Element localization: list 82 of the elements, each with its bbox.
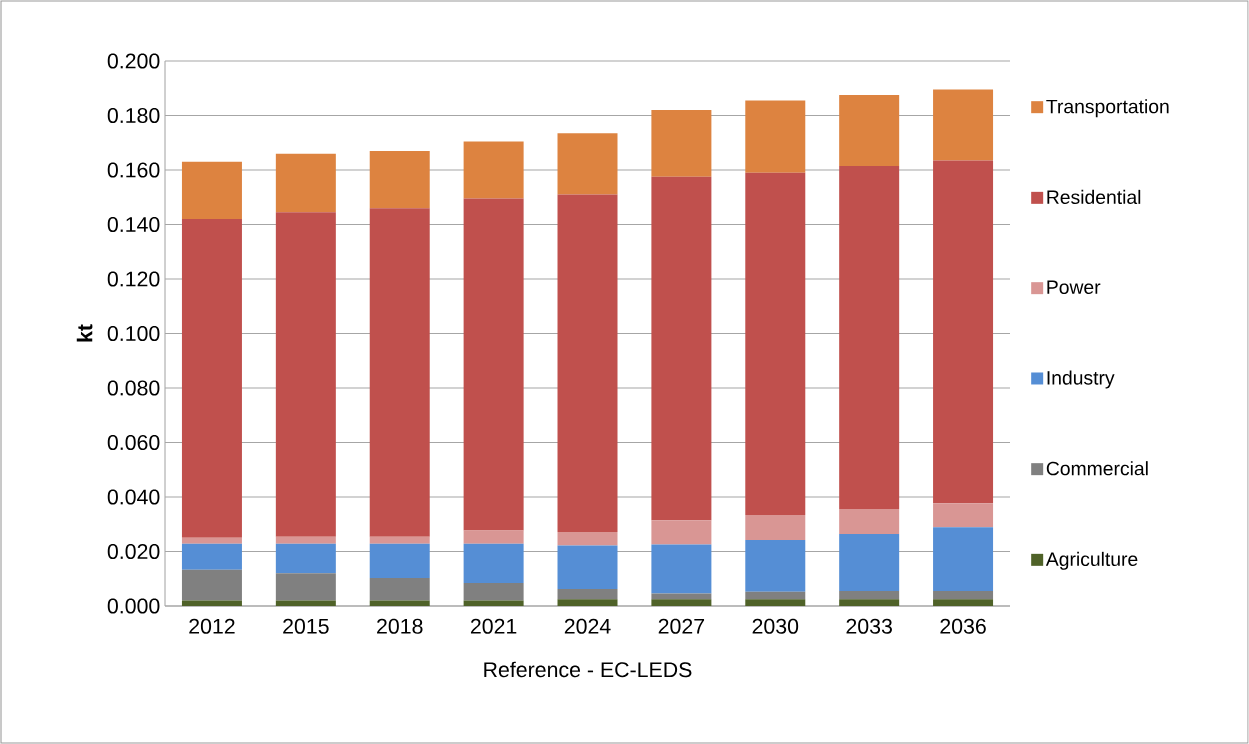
y-tick-label: 0.180 (107, 107, 160, 124)
bar (181, 569, 242, 601)
bar (275, 573, 336, 601)
bar (933, 89, 994, 161)
bar (651, 544, 712, 594)
y-axis-title: kt (76, 324, 93, 342)
bar (651, 599, 712, 606)
legend-label: Power (1047, 280, 1101, 294)
x-tick-label: 2015 (283, 618, 329, 634)
bar (369, 577, 430, 601)
bar (839, 534, 900, 592)
bar (463, 198, 524, 531)
legend-label: Commercial (1046, 461, 1148, 476)
bar (369, 208, 430, 537)
legend-label: Residential (1047, 189, 1141, 205)
y-tick-label: 0.040 (107, 489, 160, 505)
x-axis-title: Reference - EC-LEDS (484, 661, 692, 678)
bar (557, 194, 618, 532)
bar (463, 530, 524, 544)
bar (463, 583, 524, 601)
bar (369, 150, 430, 209)
bar (839, 508, 900, 535)
bar (745, 540, 806, 592)
bar (275, 212, 336, 537)
bar (369, 543, 430, 578)
bar (839, 599, 900, 606)
legend-label: Industry (1047, 370, 1115, 389)
x-tick-label: 2024 (564, 618, 611, 634)
bar (275, 600, 336, 606)
y-tick-label: 0.080 (107, 380, 160, 396)
x-tick-label: 2018 (377, 618, 423, 634)
y-tick-label: 0.000 (107, 598, 160, 614)
y-tick-label: 0.100 (107, 325, 160, 342)
bar (369, 600, 430, 606)
y-tick-label: 0.120 (107, 271, 160, 287)
x-tick-label: 2030 (752, 618, 799, 634)
bar (745, 100, 806, 173)
bar (275, 543, 336, 574)
bar (181, 537, 242, 544)
x-tick-label: 2012 (189, 618, 235, 634)
bar (181, 161, 242, 220)
bar (181, 219, 242, 538)
bar (839, 591, 900, 600)
bar (463, 543, 524, 584)
bar (369, 536, 430, 544)
bar (463, 600, 524, 606)
bar (933, 527, 994, 592)
bar (839, 165, 900, 509)
bar (557, 545, 618, 590)
bar (933, 503, 994, 528)
bar (745, 172, 806, 515)
bar (933, 599, 994, 606)
y-tick-label: 0.140 (107, 216, 160, 233)
bar (557, 599, 618, 606)
x-tick-label: 2036 (940, 618, 986, 634)
bar (557, 531, 618, 546)
bar (275, 153, 336, 213)
x-tick-label: 2033 (846, 618, 892, 634)
bar (557, 589, 618, 600)
x-tick-label: 2021 (470, 618, 517, 634)
y-tick-label: 0.060 (107, 434, 160, 451)
bar (181, 600, 242, 606)
y-tick-label: 0.020 (107, 543, 160, 560)
bar (275, 536, 336, 544)
bar (651, 520, 712, 545)
x-tick-label: 2027 (658, 618, 705, 634)
bar (933, 591, 994, 600)
bar (557, 133, 618, 195)
bar (745, 599, 806, 606)
legend-label: Agriculture (1045, 551, 1138, 570)
y-tick-label: 0.160 (107, 162, 160, 178)
bar (933, 160, 994, 504)
bar (745, 514, 806, 541)
legend-label: Transportation (1046, 99, 1169, 118)
bar (745, 591, 806, 600)
bar (839, 95, 900, 166)
bar (651, 110, 712, 177)
bar (651, 176, 712, 521)
bar (463, 141, 524, 199)
bar (181, 543, 242, 570)
bar (651, 593, 712, 600)
y-tick-label: 0.200 (107, 53, 160, 69)
